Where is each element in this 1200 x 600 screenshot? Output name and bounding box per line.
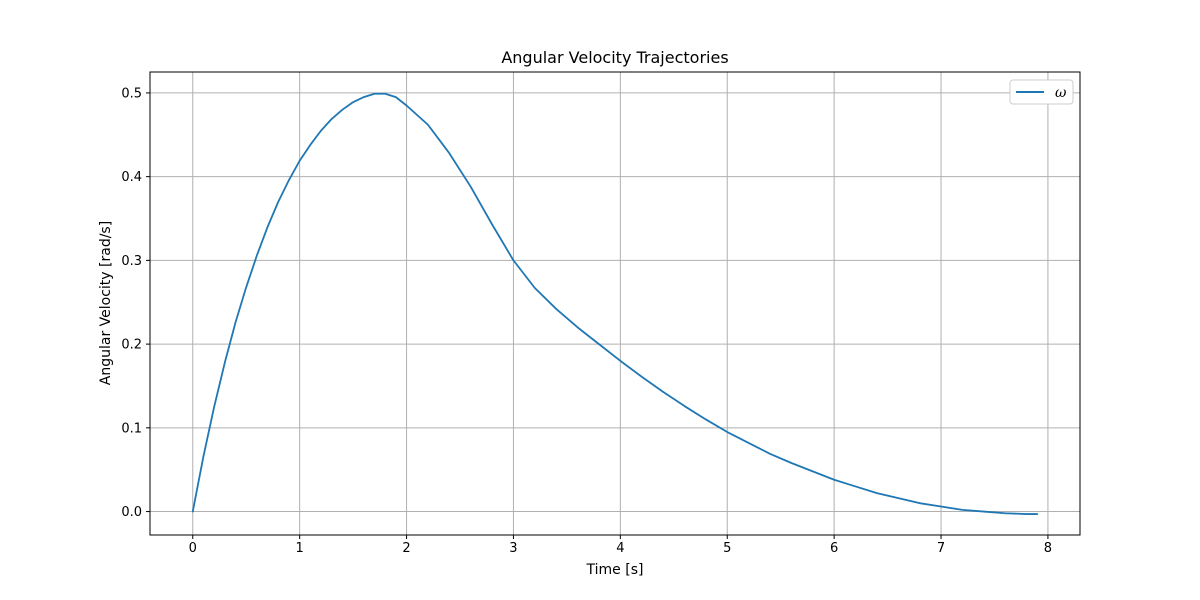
- y-tick-label: 0.5: [121, 86, 142, 101]
- x-tick-label: 1: [296, 541, 304, 556]
- y-tick-label: 0.4: [121, 170, 142, 185]
- x-tick-label: 5: [723, 541, 731, 556]
- x-tick-label: 3: [509, 541, 517, 556]
- x-tick-label: 8: [1044, 541, 1052, 556]
- y-tick-label: 0.0: [121, 505, 142, 520]
- y-axis-label: Angular Velocity [rad/s]: [98, 221, 114, 385]
- plot-frame: [149, 71, 1081, 536]
- legend-label-omega: ω: [1055, 85, 1067, 101]
- y-tick-label: 0.2: [121, 338, 142, 353]
- legend: ω: [1009, 79, 1074, 105]
- x-tick-label: 6: [830, 541, 838, 556]
- x-tick-label: 7: [937, 541, 945, 556]
- y-tick-label: 0.3: [121, 254, 142, 269]
- y-tick-label: 0.1: [121, 421, 142, 436]
- x-tick-label: 4: [616, 541, 624, 556]
- x-tick-label: 2: [402, 541, 410, 556]
- x-axis-label: Time [s]: [586, 562, 644, 578]
- chart-title: Angular Velocity Trajectories: [501, 48, 728, 67]
- grid: [150, 72, 1080, 535]
- series-layer: [191, 92, 1039, 515]
- plot-area-background: [150, 72, 1080, 535]
- x-tick-label: 0: [189, 541, 197, 556]
- x-axis-ticks: 0 1 2 3 4 5 6 7 8: [189, 535, 1052, 556]
- series-line-omega: [191, 92, 1039, 515]
- y-axis-ticks: 0.0 0.1 0.2 0.3 0.4 0.5: [121, 86, 150, 520]
